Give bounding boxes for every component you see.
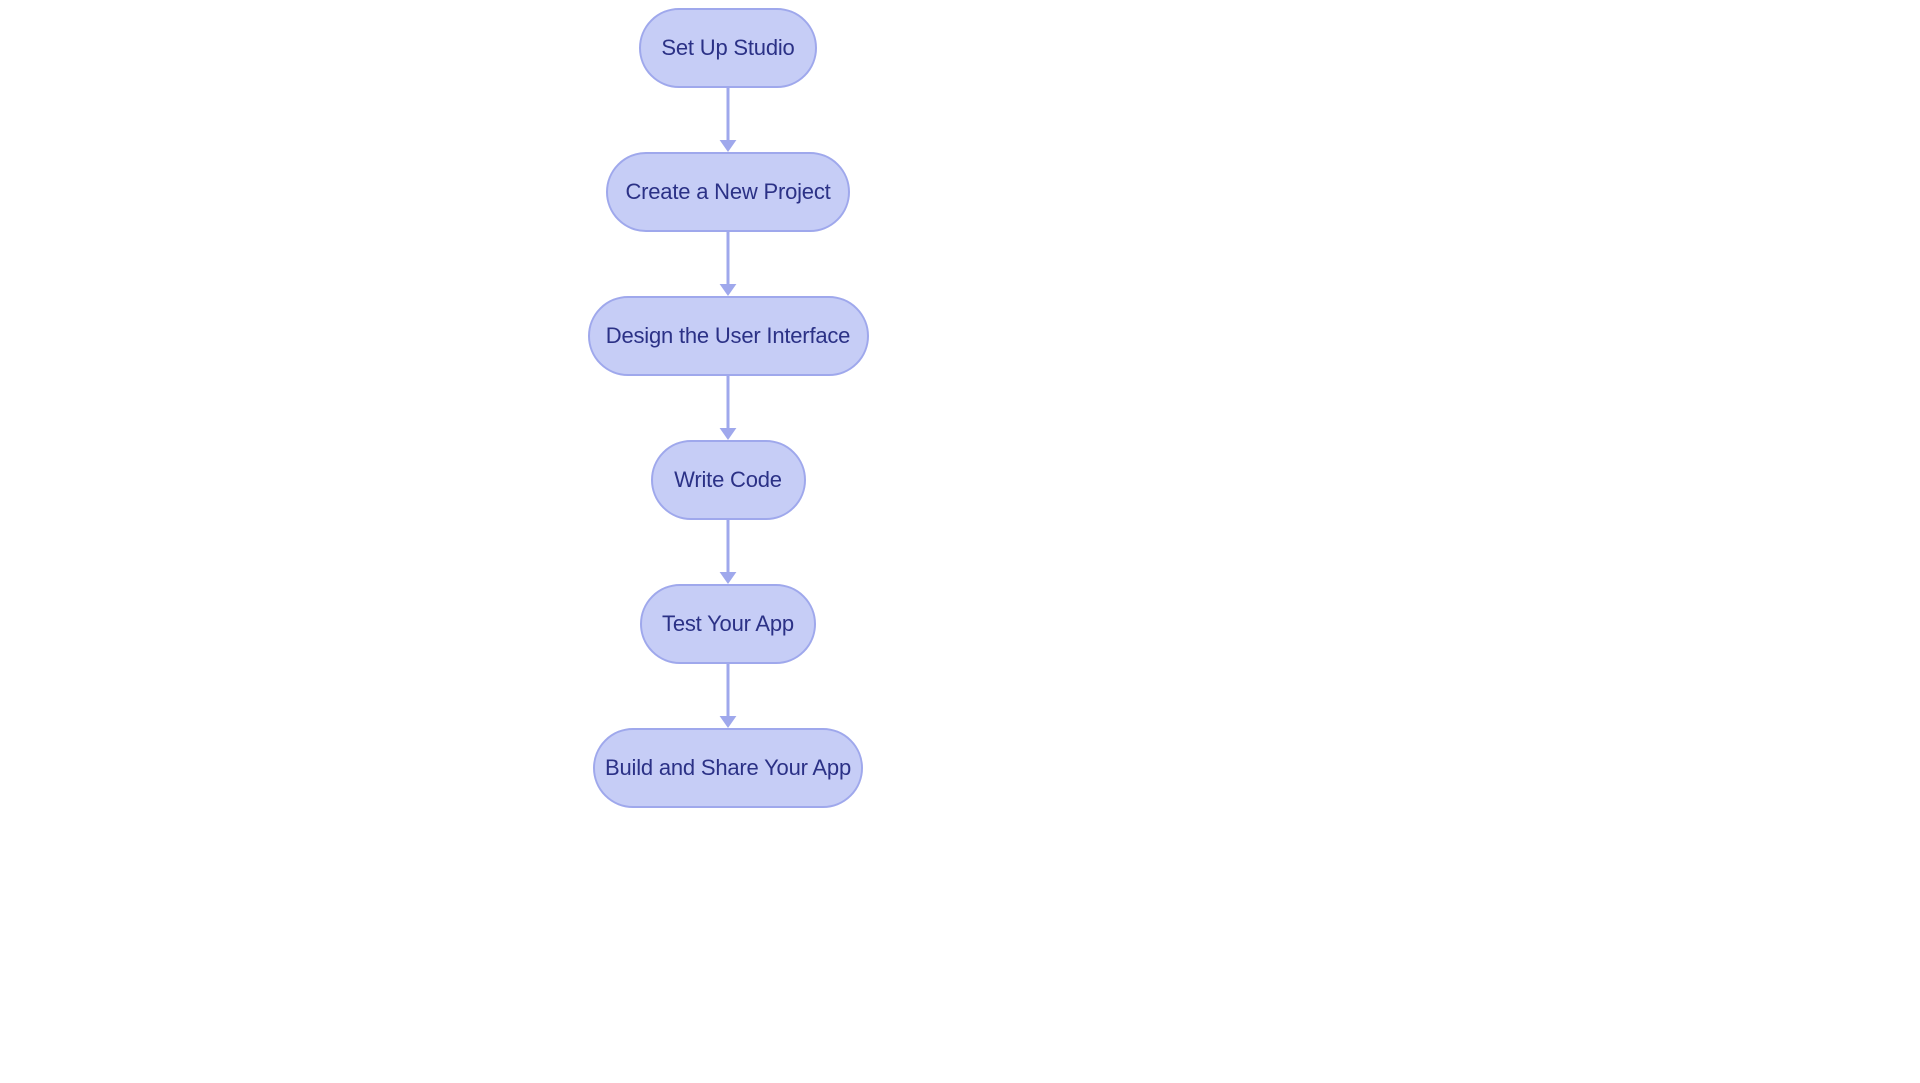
flow-node-4: Write Code <box>651 440 806 520</box>
flow-node-label: Create a New Project <box>625 179 830 205</box>
flow-node-6: Build and Share Your App <box>593 728 863 808</box>
flow-node-label: Write Code <box>674 467 782 493</box>
flow-edge-5 <box>708 662 748 730</box>
flow-node-label: Design the User Interface <box>606 323 850 349</box>
flow-edge-4 <box>708 518 748 586</box>
flow-node-5: Test Your App <box>640 584 816 664</box>
flow-edge-3 <box>708 374 748 442</box>
flow-node-2: Create a New Project <box>606 152 850 232</box>
flow-edge-1 <box>708 86 748 154</box>
flow-node-label: Build and Share Your App <box>605 755 851 781</box>
flow-node-3: Design the User Interface <box>588 296 869 376</box>
flow-node-1: Set Up Studio <box>639 8 817 88</box>
flow-node-label: Test Your App <box>662 611 794 637</box>
flow-node-label: Set Up Studio <box>661 35 794 61</box>
flowchart-canvas: Set Up Studio Create a New Project Design … <box>0 0 1920 1083</box>
flow-edge-2 <box>708 230 748 298</box>
